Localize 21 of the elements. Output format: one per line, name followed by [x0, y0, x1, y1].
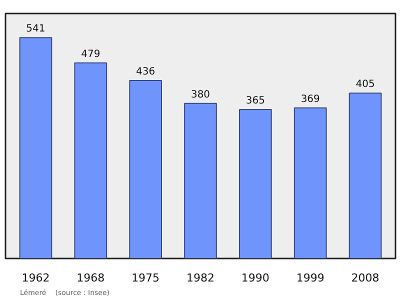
data-label: 380 — [190, 89, 210, 100]
bar — [19, 37, 52, 258]
data-label: 369 — [300, 94, 320, 105]
bar — [74, 62, 108, 258]
data-label: 405 — [356, 79, 375, 90]
x-tick-label: 1999 — [296, 272, 324, 284]
x-tick-label: 2008 — [351, 272, 380, 284]
bar — [239, 108, 272, 258]
bar — [184, 102, 217, 258]
data-label: 479 — [81, 48, 100, 60]
x-tick-label: 1975 — [132, 272, 160, 284]
x-tick-label: 1990 — [241, 272, 270, 284]
data-label: 541 — [26, 24, 46, 35]
bar — [348, 92, 382, 258]
data-label: 365 — [246, 95, 265, 106]
bar — [129, 80, 162, 258]
x-tick-label: 1968 — [76, 272, 105, 284]
bar — [294, 107, 327, 258]
data-label: 436 — [136, 66, 156, 78]
x-tick-label: 1962 — [22, 272, 50, 284]
x-tick-label: 1982 — [186, 272, 215, 284]
